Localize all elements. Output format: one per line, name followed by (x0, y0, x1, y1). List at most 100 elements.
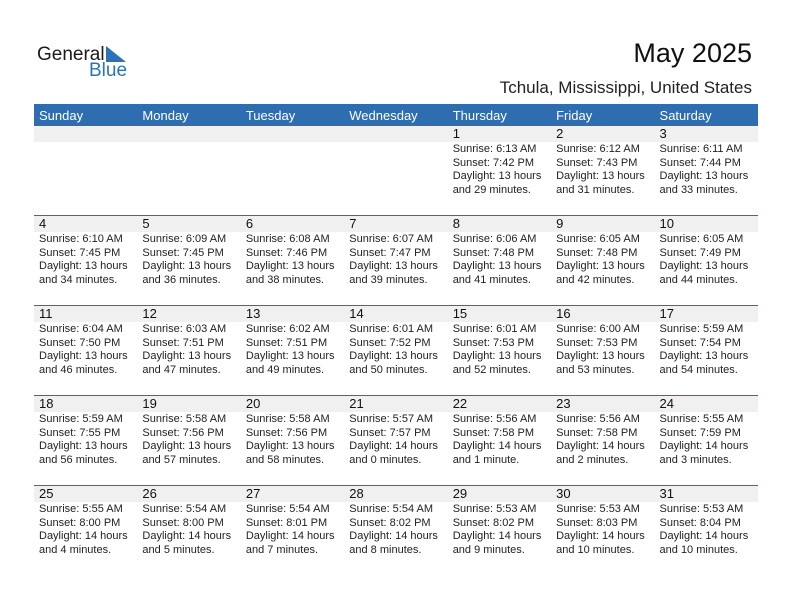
day-number: 21 (349, 396, 364, 411)
sunrise-text: Sunrise: 6:05 AM (659, 233, 744, 245)
sunset-text: Sunset: 7:53 PM (556, 336, 638, 349)
logo-text-general: General (37, 44, 105, 65)
daylight-minutes-text: and 41 minutes. (452, 273, 531, 286)
day-number: 11 (39, 306, 53, 321)
week-row: 18 Sunrise: 5:59 AM Sunset: 7:55 PM Dayligh… (34, 395, 758, 485)
day-number: 22 (452, 396, 468, 411)
day-cell: 28 Sunrise: 5:54 AM Sunset: 8:02 PM Dayligh… (344, 486, 447, 575)
sunset-text: Sunset: 7:48 PM (556, 246, 638, 259)
day-number: 20 (245, 396, 261, 411)
day-number: 4 (39, 216, 47, 231)
sunset-text: Sunset: 7:51 PM (142, 336, 224, 349)
day-cell: 5 Sunrise: 6:09 AM Sunset: 7:45 PM Daylight… (137, 216, 240, 305)
daylight-minutes-text: and 49 minutes. (245, 363, 325, 376)
sunset-text: Sunset: 7:44 PM (659, 156, 741, 169)
day-cell: 26 Sunrise: 5:54 AM Sunset: 8:00 PM Dayligh… (137, 486, 240, 575)
day-cell: 1 Sunrise: 6:13 AM Sunset: 7:42 PM Daylight… (448, 126, 551, 216)
daylight-minutes-text: and 8 minutes. (349, 543, 422, 556)
daylight-minutes-text: and 46 minutes. (39, 363, 118, 376)
day-number: 1 (452, 126, 460, 141)
weekday-tuesday: Tuesday (245, 108, 296, 123)
sunrise-text: Sunrise: 6:10 AM (39, 233, 123, 245)
day-cell: 6 Sunrise: 6:08 AM Sunset: 7:46 PM Daylight… (241, 216, 344, 305)
daylight-minutes-text: and 38 minutes. (245, 273, 325, 286)
day-number: 23 (556, 396, 571, 411)
day-cell: 11 Sunrise: 6:04 AM Sunset: 7:50 PM Dayligh… (34, 306, 137, 395)
day-cell: 17 Sunrise: 5:59 AM Sunset: 7:54 PM Dayligh… (655, 306, 758, 395)
day-number: 2 (556, 126, 564, 141)
sunrise-text: Sunrise: 5:56 AM (556, 413, 640, 425)
day-cell: 21 Sunrise: 5:57 AM Sunset: 7:57 PM Dayligh… (344, 396, 447, 485)
day-number: 12 (142, 306, 157, 321)
daylight-text: Daylight: 13 hours (349, 350, 438, 362)
day-number: 15 (452, 306, 468, 321)
daylight-text: Daylight: 13 hours (659, 350, 749, 362)
date-band (34, 216, 758, 232)
daylight-text: Daylight: 13 hours (659, 170, 749, 182)
daylight-text: Daylight: 13 hours (142, 350, 232, 362)
day-cell: 23 Sunrise: 5:56 AM Sunset: 7:58 PM Dayligh… (551, 396, 654, 485)
day-number: 18 (39, 396, 54, 411)
daylight-minutes-text: and 5 minutes. (142, 543, 215, 556)
daylight-text: Daylight: 13 hours (142, 260, 232, 272)
weekday-saturday: Saturday (659, 108, 712, 123)
week-row: 4 Sunrise: 6:10 AM Sunset: 7:45 PM Daylight… (34, 215, 758, 305)
daylight-text: Daylight: 14 hours (556, 530, 645, 542)
daylight-text: Daylight: 13 hours (452, 350, 542, 362)
date-band (34, 126, 758, 142)
day-number: 25 (39, 486, 54, 501)
weekday-wednesday: Wednesday (349, 108, 418, 123)
day-number: 29 (452, 486, 468, 501)
sunset-text: Sunset: 7:42 PM (452, 156, 535, 169)
sunset-text: Sunset: 7:55 PM (39, 426, 121, 439)
sunrise-text: Sunrise: 5:59 AM (659, 323, 744, 335)
sunrise-text: Sunrise: 5:55 AM (39, 503, 123, 515)
day-cell: 7 Sunrise: 6:07 AM Sunset: 7:47 PM Daylight… (344, 216, 447, 305)
daylight-text: Daylight: 13 hours (349, 260, 438, 272)
daylight-text: Daylight: 14 hours (142, 530, 232, 542)
location: Tchula, Mississippi, United States (499, 78, 752, 97)
daylight-text: Daylight: 14 hours (245, 530, 335, 542)
daylight-text: Daylight: 14 hours (556, 440, 645, 452)
daylight-minutes-text: and 29 minutes. (452, 183, 531, 196)
day-number: 9 (556, 216, 564, 231)
sunset-text: Sunset: 7:57 PM (349, 426, 431, 439)
sunrise-text: Sunrise: 6:08 AM (245, 233, 330, 245)
sunrise-text: Sunrise: 6:00 AM (556, 323, 640, 335)
daylight-minutes-text: and 47 minutes. (142, 363, 221, 376)
daylight-minutes-text: and 3 minutes. (659, 453, 732, 466)
day-number: 28 (349, 486, 364, 501)
daylight-text: Daylight: 13 hours (452, 170, 542, 182)
daylight-minutes-text: and 58 minutes. (245, 453, 325, 466)
day-number: 26 (142, 486, 157, 501)
day-cell: 2 Sunrise: 6:12 AM Sunset: 7:43 PM Daylight… (551, 126, 654, 216)
day-cell (34, 126, 137, 216)
daylight-minutes-text: and 9 minutes. (452, 543, 525, 556)
sunset-text: Sunset: 7:51 PM (245, 336, 328, 349)
daylight-minutes-text: and 10 minutes. (556, 543, 635, 556)
page-title: May 2025 (633, 38, 752, 68)
daylight-minutes-text: and 34 minutes. (39, 273, 118, 286)
daylight-minutes-text: and 4 minutes. (39, 543, 112, 556)
sunrise-text: Sunrise: 5:54 AM (349, 503, 434, 515)
weekday-friday: Friday (556, 108, 593, 123)
day-cell: 8 Sunrise: 6:06 AM Sunset: 7:48 PM Daylight… (448, 216, 551, 305)
sunset-text: Sunset: 7:45 PM (39, 246, 121, 259)
daylight-minutes-text: and 42 minutes. (556, 273, 635, 286)
daylight-minutes-text: and 7 minutes. (245, 543, 318, 556)
daylight-text: Daylight: 13 hours (39, 440, 128, 452)
day-number: 30 (556, 486, 571, 501)
sunset-text: Sunset: 8:03 PM (556, 516, 638, 529)
day-cell: 25 Sunrise: 5:55 AM Sunset: 8:00 PM Dayligh… (34, 486, 137, 575)
sunset-text: Sunset: 8:00 PM (39, 516, 121, 529)
sunset-text: Sunset: 7:48 PM (452, 246, 535, 259)
daylight-text: Daylight: 13 hours (245, 260, 335, 272)
daylight-text: Daylight: 14 hours (452, 440, 542, 452)
sunrise-text: Sunrise: 6:07 AM (349, 233, 434, 245)
week-row: 25 Sunrise: 5:55 AM Sunset: 8:00 PM Dayligh… (34, 485, 758, 575)
daylight-text: Daylight: 14 hours (659, 440, 749, 452)
day-cell: 24 Sunrise: 5:55 AM Sunset: 7:59 PM Dayligh… (655, 396, 758, 485)
day-cell (344, 126, 447, 216)
day-number: 5 (142, 216, 150, 231)
sunrise-text: Sunrise: 5:54 AM (142, 503, 227, 515)
